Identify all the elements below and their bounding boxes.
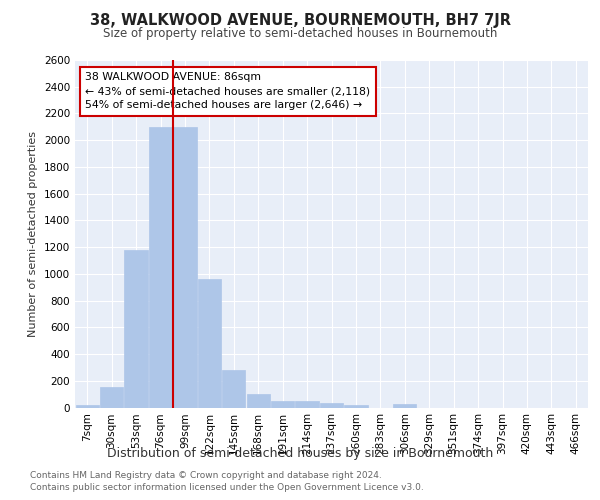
Bar — [271, 401, 294, 407]
Bar — [124, 250, 148, 408]
Bar — [173, 127, 197, 408]
Text: Size of property relative to semi-detached houses in Bournemouth: Size of property relative to semi-detach… — [103, 28, 497, 40]
Bar — [198, 278, 221, 407]
Text: Contains HM Land Registry data © Crown copyright and database right 2024.: Contains HM Land Registry data © Crown c… — [30, 471, 382, 480]
Bar — [222, 370, 245, 408]
Bar — [76, 405, 99, 407]
Text: 38, WALKWOOD AVENUE, BOURNEMOUTH, BH7 7JR: 38, WALKWOOD AVENUE, BOURNEMOUTH, BH7 7J… — [89, 12, 511, 28]
Bar — [295, 401, 319, 407]
Bar — [320, 403, 343, 407]
Bar — [100, 388, 123, 407]
Bar — [393, 404, 416, 407]
Text: Distribution of semi-detached houses by size in Bournemouth: Distribution of semi-detached houses by … — [107, 448, 493, 460]
Bar — [149, 127, 172, 408]
Bar — [344, 405, 368, 407]
Text: 38 WALKWOOD AVENUE: 86sqm
← 43% of semi-detached houses are smaller (2,118)
54% : 38 WALKWOOD AVENUE: 86sqm ← 43% of semi-… — [85, 72, 370, 110]
Text: Contains public sector information licensed under the Open Government Licence v3: Contains public sector information licen… — [30, 484, 424, 492]
Bar — [247, 394, 270, 407]
Y-axis label: Number of semi-detached properties: Number of semi-detached properties — [28, 130, 38, 337]
